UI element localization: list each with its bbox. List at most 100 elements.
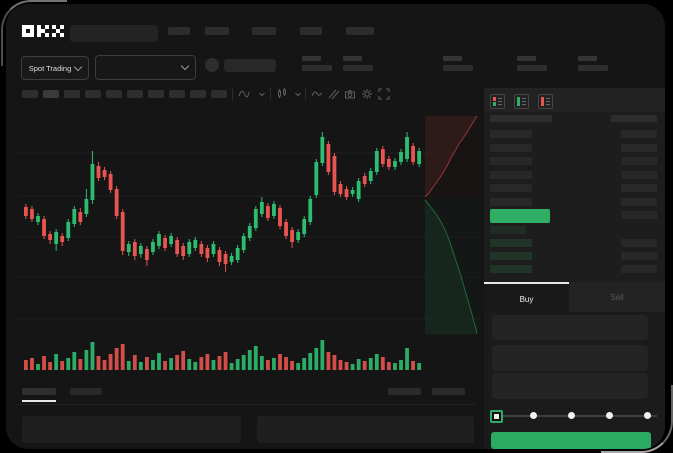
chevron-down-icon[interactable] <box>292 88 304 100</box>
bid-row[interactable] <box>484 224 665 236</box>
book-col-header-amount <box>611 115 657 122</box>
toolbar-divider <box>270 88 271 100</box>
last-amount-skeleton <box>621 211 657 219</box>
line-type-icon[interactable] <box>311 88 323 100</box>
book-asks-view-icon[interactable] <box>538 94 553 109</box>
history-panel-skeleton[interactable] <box>257 416 474 443</box>
okx-logo[interactable] <box>22 25 64 37</box>
book-split-view-icon[interactable] <box>490 94 505 109</box>
price-chart[interactable] <box>18 104 480 380</box>
tab-buy[interactable]: Buy <box>484 282 569 314</box>
timeframe-skeleton[interactable] <box>127 90 143 98</box>
slider-stop[interactable] <box>568 412 575 419</box>
nav-item-skeleton[interactable] <box>252 27 276 35</box>
last-price-badge[interactable] <box>490 209 550 223</box>
slider-stop[interactable] <box>606 412 613 419</box>
nav-item-skeleton[interactable] <box>205 27 229 35</box>
nav-item-skeleton[interactable] <box>168 27 190 35</box>
stat-value-skeleton <box>302 65 332 71</box>
bottom-tab-underline <box>22 400 56 402</box>
timeframe-skeleton[interactable] <box>64 90 80 98</box>
market-type-dropdown[interactable]: Spot Trading <box>21 56 89 80</box>
stat-value-skeleton <box>343 65 373 71</box>
ask-price-skeleton <box>490 198 532 206</box>
ask-price-skeleton <box>490 130 532 138</box>
settings-gear-icon[interactable] <box>361 88 373 100</box>
snapshot-camera-icon[interactable] <box>344 88 356 100</box>
book-bids-view-icon[interactable] <box>514 94 529 109</box>
bid-price-skeleton <box>490 265 532 273</box>
ask-row[interactable] <box>484 128 665 140</box>
bottom-action-skeleton[interactable] <box>388 388 421 395</box>
trade-tabs: Buy Sell <box>484 282 665 314</box>
stat-label-skeleton <box>302 56 321 61</box>
logo-letter-O <box>22 25 34 37</box>
ask-amount-skeleton <box>621 144 657 152</box>
bid-row[interactable] <box>484 237 665 249</box>
ask-amount-skeleton <box>621 184 657 192</box>
ask-row[interactable] <box>484 142 665 154</box>
amount-input[interactable] <box>492 345 648 371</box>
timeframe-skeleton[interactable] <box>148 90 164 98</box>
stat-label-skeleton <box>517 56 536 61</box>
coin-avatar[interactable] <box>205 58 219 72</box>
timeframe-skeleton[interactable] <box>190 90 206 98</box>
slider-track[interactable] <box>496 415 657 417</box>
nav-item-skeleton[interactable] <box>346 27 374 35</box>
tab-sell-label: Sell <box>610 292 624 302</box>
bottom-tab-skeleton[interactable] <box>70 388 102 395</box>
slider-handle[interactable] <box>490 410 503 423</box>
stat-label-skeleton <box>578 56 597 61</box>
ask-price-skeleton <box>490 171 532 179</box>
bid-row[interactable] <box>484 263 665 275</box>
app-window: Spot Trading Buy Sell <box>6 4 665 449</box>
stat-value-skeleton <box>517 65 547 71</box>
compare-icon[interactable] <box>327 88 339 100</box>
indicators-icon[interactable] <box>238 88 250 100</box>
chevron-down-icon[interactable] <box>256 88 268 100</box>
timeframe-skeleton[interactable] <box>22 90 38 98</box>
ask-price-skeleton <box>490 157 532 165</box>
orders-panel-skeleton[interactable] <box>22 416 241 443</box>
buy-submit-button[interactable] <box>491 432 651 449</box>
pair-name-skeleton[interactable] <box>224 59 276 72</box>
nav-item-skeleton[interactable] <box>300 27 322 35</box>
ask-amount-skeleton <box>621 157 657 165</box>
bid-amount-skeleton <box>621 265 657 273</box>
stat-label-skeleton <box>443 56 462 61</box>
bottom-action-skeleton-2[interactable] <box>432 388 465 395</box>
price-input[interactable] <box>492 315 648 340</box>
bottom-tab-active-skeleton[interactable] <box>22 388 56 395</box>
trade-form <box>484 312 665 449</box>
bottom-divider <box>18 404 476 405</box>
bid-row[interactable] <box>484 250 665 262</box>
stat-value-skeleton <box>443 65 473 71</box>
amount-slider[interactable] <box>484 408 665 424</box>
bid-price-skeleton <box>490 252 532 260</box>
ask-amount-skeleton <box>621 171 657 179</box>
slider-stop[interactable] <box>644 412 651 419</box>
order-book-header <box>484 88 665 112</box>
slider-stop[interactable] <box>530 412 537 419</box>
tab-sell[interactable]: Sell <box>569 282 665 312</box>
timeframe-skeleton[interactable] <box>211 90 227 98</box>
bid-price-skeleton <box>490 239 532 247</box>
market-type-label: Spot Trading <box>28 63 72 73</box>
timeframe-skeleton[interactable] <box>85 90 101 98</box>
timeframe-skeleton[interactable] <box>43 90 59 98</box>
candlestick-style-icon[interactable] <box>276 88 288 100</box>
fullscreen-icon[interactable] <box>378 88 390 100</box>
search-skeleton[interactable] <box>70 25 158 42</box>
stat-value-skeleton <box>578 65 608 71</box>
ask-row[interactable] <box>484 169 665 181</box>
timeframe-skeleton[interactable] <box>169 90 185 98</box>
pair-selector-dropdown[interactable] <box>95 55 196 80</box>
ask-row[interactable] <box>484 155 665 167</box>
ask-row[interactable] <box>484 182 665 194</box>
ask-row[interactable] <box>484 196 665 208</box>
bid-amount-skeleton <box>621 252 657 260</box>
bid-price-skeleton <box>490 226 526 234</box>
timeframe-skeleton[interactable] <box>106 90 122 98</box>
total-input[interactable] <box>492 373 648 399</box>
